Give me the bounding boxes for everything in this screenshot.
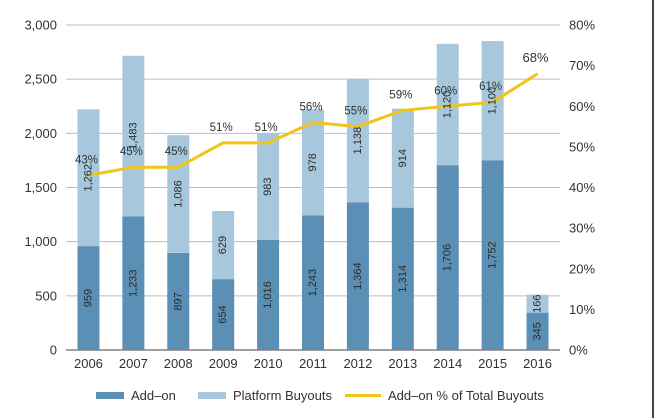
data-label-platform-buyouts: 1,262 bbox=[82, 164, 94, 192]
data-label-add-on-pct: 55% bbox=[344, 106, 367, 118]
data-label-platform-buyouts: 1,086 bbox=[172, 180, 184, 208]
bar-add-on bbox=[346, 202, 369, 350]
x-tick-label: 2012 bbox=[343, 356, 372, 371]
data-label-add-on: 1,706 bbox=[442, 244, 454, 272]
y-left-tick-label: 1,000 bbox=[24, 234, 57, 249]
y-left-tick-label: 3,000 bbox=[24, 18, 57, 33]
x-tick-label: 2008 bbox=[164, 356, 193, 371]
bar-add-on bbox=[77, 246, 100, 350]
y-right-tick-label: 40% bbox=[569, 180, 595, 195]
legend: Add–on Platform Buyouts Add–on % of Tota… bbox=[0, 388, 654, 408]
bar-platform-buyouts bbox=[436, 43, 459, 166]
data-label-add-on: 897 bbox=[172, 292, 184, 310]
bar-add-on bbox=[212, 279, 235, 350]
data-label-platform-buyouts: 1,120 bbox=[442, 91, 454, 119]
data-label-platform-buyouts: 914 bbox=[397, 149, 409, 167]
data-label-add-on-pct: 59% bbox=[389, 89, 412, 101]
bar-platform-buyouts bbox=[526, 294, 549, 313]
y-right-tick-label: 60% bbox=[569, 99, 595, 114]
data-label-add-on: 1,243 bbox=[307, 269, 319, 297]
legend-swatch-add-on bbox=[96, 392, 124, 399]
x-tick-label: 2016 bbox=[523, 356, 552, 371]
y-left-tick-label: 0 bbox=[50, 343, 57, 358]
y-right-tick-label: 80% bbox=[569, 18, 595, 33]
x-tick-label: 2011 bbox=[299, 356, 327, 371]
data-label-add-on: 654 bbox=[217, 305, 229, 323]
x-tick-label: 2010 bbox=[254, 356, 283, 371]
y-right-tick-label: 70% bbox=[569, 58, 595, 73]
bar-platform-buyouts bbox=[77, 109, 100, 247]
data-label-add-on-pct: 61% bbox=[479, 81, 502, 93]
data-label-add-on: 1,364 bbox=[352, 262, 364, 290]
legend-swatch-platform-buyouts bbox=[198, 392, 226, 399]
y-right-tick-label: 0% bbox=[569, 343, 588, 358]
y-left-tick-label: 2,000 bbox=[24, 126, 57, 141]
y-left-tick-label: 500 bbox=[35, 288, 57, 303]
x-tick-label: 2006 bbox=[74, 356, 103, 371]
y-right-tick-label: 50% bbox=[569, 139, 595, 154]
data-label-platform-buyouts: 166 bbox=[532, 294, 544, 312]
data-label-add-on-pct: 45% bbox=[165, 146, 188, 158]
data-label-add-on: 1,314 bbox=[397, 265, 409, 293]
chart: 0 500 1,000 1,500 2,000 2,500 3,000 0% 10% 20% 30%… bbox=[24, 18, 595, 372]
data-label-platform-buyouts: 629 bbox=[217, 236, 229, 254]
data-label-add-on: 1,752 bbox=[487, 241, 499, 269]
data-label-add-on-pct: 51% bbox=[210, 122, 233, 134]
data-label-add-on: 345 bbox=[532, 322, 544, 340]
y-right-tick-label: 20% bbox=[569, 261, 595, 276]
data-label-add-on: 959 bbox=[82, 289, 94, 307]
bar-add-on bbox=[391, 207, 414, 350]
data-label-platform-buyouts: 1,483 bbox=[127, 122, 139, 150]
data-label-add-on-pct: 56% bbox=[299, 102, 322, 114]
data-label-platform-buyouts: 983 bbox=[262, 178, 274, 196]
x-tick-label: 2015 bbox=[478, 356, 507, 371]
data-label-add-on: 1,233 bbox=[127, 269, 139, 297]
bar-platform-buyouts bbox=[346, 78, 369, 203]
bar-add-on bbox=[167, 252, 190, 350]
x-tick-label: 2009 bbox=[209, 356, 238, 371]
legend-item-add-on: Add–on bbox=[96, 388, 176, 403]
y-left-tick-label: 1,500 bbox=[24, 180, 57, 195]
data-label-add-on: 1,016 bbox=[262, 281, 274, 309]
y-right-tick-label: 10% bbox=[569, 302, 595, 317]
x-tick-label: 2013 bbox=[388, 356, 417, 371]
legend-label-add-on-pct: Add–on % of Total Buyouts bbox=[388, 388, 544, 403]
window-edge bbox=[652, 0, 654, 418]
bar-platform-buyouts bbox=[212, 211, 235, 280]
bar-add-on bbox=[436, 165, 459, 350]
bar-platform-buyouts bbox=[257, 133, 280, 240]
y-left-tick-label: 2,500 bbox=[24, 72, 57, 87]
x-tick-label: 2014 bbox=[433, 356, 462, 371]
bar-add-on bbox=[481, 160, 504, 350]
bar-add-on bbox=[257, 239, 280, 350]
data-label-platform-buyouts: 1,100 bbox=[487, 87, 499, 115]
data-label-platform-buyouts: 978 bbox=[307, 153, 319, 171]
data-label-add-on-pct: 68% bbox=[523, 50, 549, 65]
data-label-platform-buyouts: 1,138 bbox=[352, 127, 364, 155]
legend-line-add-on-pct bbox=[345, 394, 381, 397]
bar-add-on bbox=[302, 215, 324, 350]
legend-item-add-on-pct: Add–on % of Total Buyouts bbox=[345, 388, 544, 403]
x-tick-label: 2007 bbox=[119, 356, 148, 371]
bar-platform-buyouts bbox=[302, 109, 324, 216]
bar-add-on bbox=[526, 312, 549, 350]
data-label-add-on-pct: 45% bbox=[120, 146, 143, 158]
legend-label-add-on: Add–on bbox=[131, 388, 176, 403]
legend-item-platform-buyouts: Platform Buyouts bbox=[198, 388, 332, 403]
bar-add-on bbox=[122, 216, 145, 350]
data-label-add-on-pct: 43% bbox=[75, 154, 98, 166]
line-add-on-pct bbox=[88, 72, 539, 177]
bar-platform-buyouts bbox=[391, 108, 414, 208]
data-label-add-on-pct: 51% bbox=[255, 122, 278, 134]
legend-label-platform-buyouts: Platform Buyouts bbox=[233, 388, 332, 403]
data-label-add-on-pct: 60% bbox=[434, 85, 457, 97]
y-right-tick-label: 30% bbox=[569, 221, 595, 236]
bar-platform-buyouts bbox=[122, 55, 145, 217]
